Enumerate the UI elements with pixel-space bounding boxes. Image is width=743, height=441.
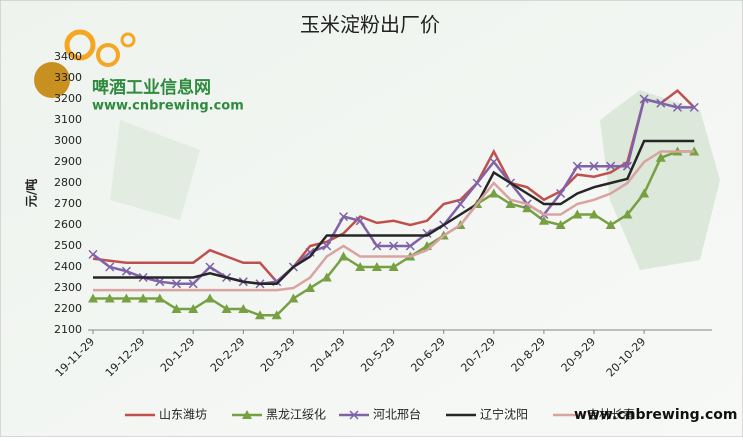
marker [221, 304, 232, 313]
legend-label: 黑龙江绥化 [266, 408, 326, 422]
marker [138, 293, 149, 303]
marker [238, 304, 249, 313]
marker [355, 262, 366, 271]
marker [555, 220, 566, 229]
marker [455, 199, 465, 209]
map-shape [110, 120, 200, 220]
marker [154, 293, 165, 303]
y-tick-label: 2200 [54, 302, 82, 315]
logo [64, 29, 96, 61]
map-shape [600, 90, 720, 270]
y-tick-label: 2900 [54, 155, 82, 168]
y-tick-label: 2500 [54, 239, 82, 252]
marker [355, 216, 365, 226]
marker [639, 94, 649, 104]
marker [105, 262, 115, 272]
marker [171, 279, 182, 289]
y-tick-label: 3000 [54, 134, 82, 147]
marker [405, 241, 415, 251]
marker [605, 220, 616, 229]
marker [188, 279, 198, 289]
marker [155, 277, 165, 287]
marker [388, 262, 399, 271]
marker [288, 293, 299, 303]
y-tick-label: 2300 [54, 281, 82, 294]
marker [572, 209, 583, 219]
watermark: 啤酒工业信息网 [92, 77, 211, 98]
marker [255, 310, 265, 320]
y-tick-label: 2600 [54, 218, 82, 231]
marker [305, 283, 316, 292]
marker [622, 161, 632, 171]
marker [572, 161, 582, 171]
marker [589, 161, 599, 171]
marker [689, 102, 699, 112]
marker [349, 410, 359, 420]
marker [655, 152, 666, 162]
marker [121, 266, 131, 276]
marker [371, 262, 382, 271]
y-tick-label: 2100 [54, 323, 82, 336]
marker [556, 188, 566, 199]
marker [88, 293, 98, 303]
marker [242, 410, 252, 419]
marker [121, 293, 132, 303]
legend-label: 吉林长春 [587, 408, 635, 422]
logo [34, 62, 70, 98]
marker [321, 272, 332, 282]
marker [489, 157, 499, 167]
marker [204, 293, 215, 303]
marker [589, 209, 599, 219]
legend-label: 山东潍坊 [159, 407, 207, 422]
marker [538, 215, 549, 225]
marker [322, 241, 332, 251]
marker [389, 241, 399, 251]
legend-label: 河北邢台 [373, 407, 421, 422]
marker [104, 293, 115, 303]
y-tick-label: 2700 [54, 197, 82, 210]
marker [171, 304, 182, 313]
y-axis-label: 元/吨 [24, 179, 39, 207]
marker [505, 199, 516, 208]
marker [271, 310, 282, 320]
logo [120, 32, 136, 48]
y-tick-label: 2400 [54, 260, 82, 273]
chart-title: 玉米淀粉出厂价 [300, 13, 440, 37]
legend-label: 辽宁沈阳 [480, 407, 528, 422]
marker [338, 251, 349, 261]
marker [88, 249, 98, 259]
watermark: www.cnbrewing.com [92, 99, 244, 114]
marker [606, 161, 616, 171]
marker [488, 188, 499, 198]
series-line [93, 150, 695, 292]
y-tick-label: 3400 [54, 50, 82, 63]
y-tick-label: 3300 [54, 71, 82, 84]
marker [338, 212, 349, 222]
marker [672, 102, 683, 112]
y-tick-label: 2800 [54, 176, 82, 189]
marker [656, 98, 666, 108]
logo [96, 43, 120, 67]
marker [188, 304, 199, 313]
series-line [93, 139, 695, 286]
marker [622, 209, 633, 219]
marker [522, 203, 533, 213]
marker [205, 262, 215, 272]
watermark: www.cnbrewing.com [574, 407, 737, 423]
marker [372, 241, 382, 251]
marker [639, 188, 650, 198]
marker [472, 178, 482, 188]
y-tick-label: 3200 [54, 92, 82, 105]
y-tick-label: 3100 [54, 113, 82, 126]
series-line [92, 88, 696, 284]
